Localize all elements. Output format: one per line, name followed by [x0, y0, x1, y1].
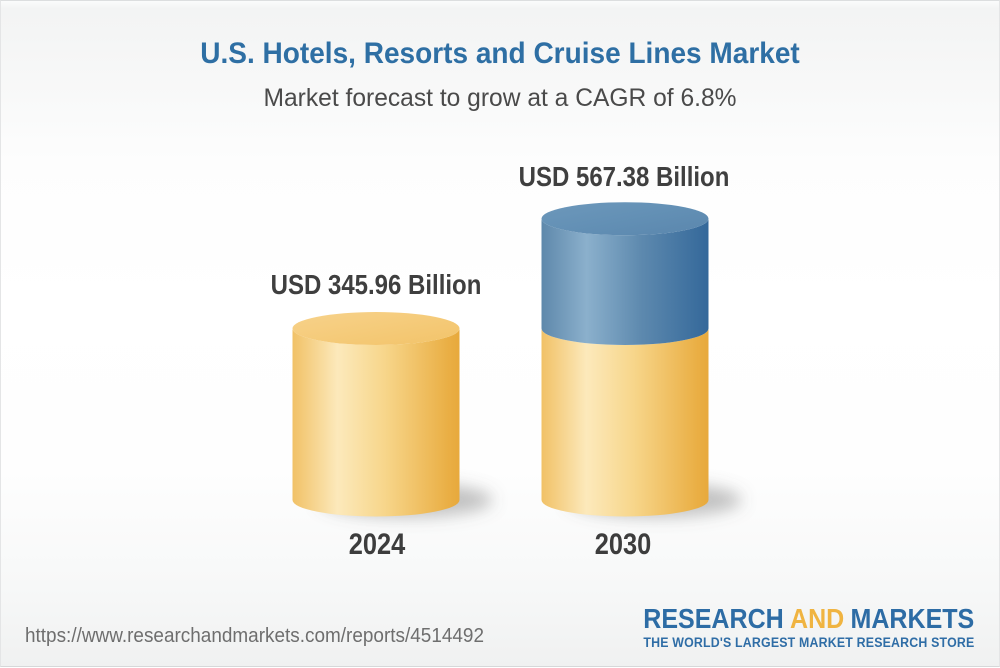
logo-tagline: THE WORLD'S LARGEST MARKET RESEARCH STOR…	[642, 635, 974, 650]
research-and-markets-logo[interactable]: RESEARCH AND MARKETS THE WORLD'S LARGEST M…	[604, 605, 974, 650]
logo-wordmark: RESEARCH AND MARKETS	[643, 605, 974, 633]
category-label-2024: 2024	[348, 528, 406, 561]
category-label-2030: 2030	[594, 528, 652, 561]
logo-word-markets: MARKETS	[850, 603, 974, 634]
chart-subtitle: Market forecast to grow at a CAGR of 6.8…	[263, 84, 737, 112]
logo-word-and: AND	[789, 603, 844, 634]
logo-word-research: RESEARCH	[642, 603, 784, 634]
value-label-2030: USD 567.38 Billion	[518, 161, 730, 192]
chart-title: U.S. Hotels, Resorts and Cruise Lines Ma…	[200, 37, 800, 70]
value-label-2024: USD 345.96 Billion	[270, 269, 482, 300]
report-url[interactable]: https://www.researchandmarkets.com/repor…	[25, 625, 484, 647]
